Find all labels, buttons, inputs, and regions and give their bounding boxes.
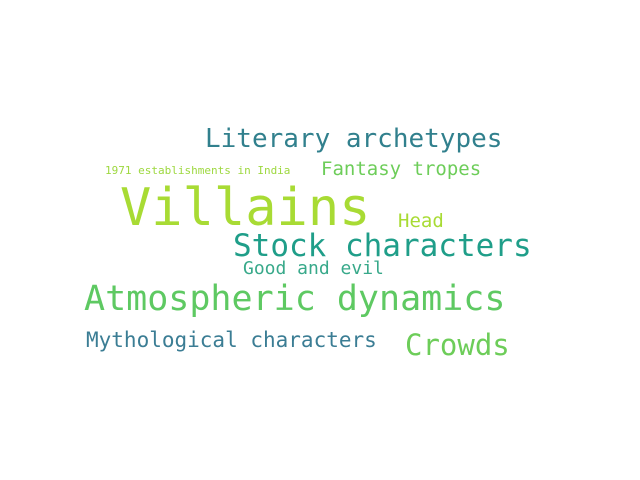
word-literary-archetypes: Literary archetypes <box>205 124 503 154</box>
word-atmospheric-dynamics: Atmospheric dynamics <box>84 279 506 319</box>
word-stock-characters: Stock characters <box>233 228 532 264</box>
word-fantasy-tropes: Fantasy tropes <box>321 158 482 180</box>
word-crowds: Crowds <box>405 328 510 362</box>
word-1971-establishments-in-india: 1971 establishments in India <box>105 164 291 177</box>
word-mythological-characters: Mythological characters <box>86 328 377 352</box>
word-good-and-evil: Good and evil <box>243 258 384 279</box>
word-villains: Villains <box>120 178 371 238</box>
word-head: Head <box>398 210 444 232</box>
